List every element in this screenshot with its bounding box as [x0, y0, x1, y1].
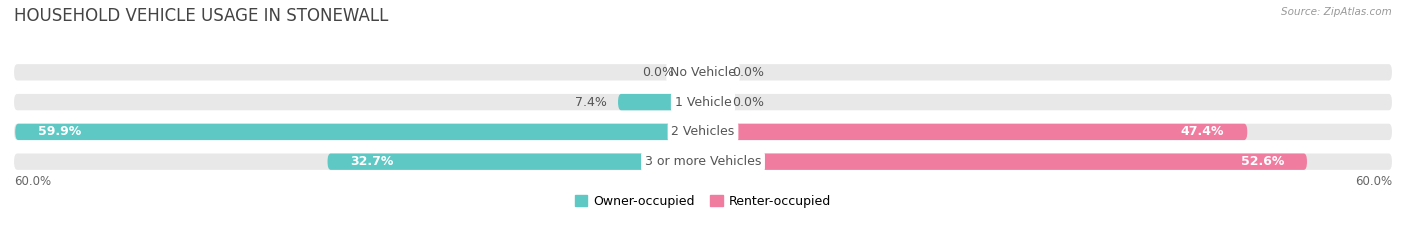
Text: 0.0%: 0.0%: [731, 96, 763, 109]
Text: No Vehicle: No Vehicle: [671, 66, 735, 79]
FancyBboxPatch shape: [328, 154, 703, 170]
Text: 60.0%: 60.0%: [1355, 175, 1392, 187]
FancyBboxPatch shape: [14, 94, 1392, 110]
Text: Source: ZipAtlas.com: Source: ZipAtlas.com: [1281, 7, 1392, 17]
Text: 52.6%: 52.6%: [1240, 155, 1284, 168]
Text: 1 Vehicle: 1 Vehicle: [675, 96, 731, 109]
FancyBboxPatch shape: [15, 124, 703, 140]
Legend: Owner-occupied, Renter-occupied: Owner-occupied, Renter-occupied: [569, 190, 837, 213]
Text: 2 Vehicles: 2 Vehicles: [672, 125, 734, 138]
Text: 0.0%: 0.0%: [731, 66, 763, 79]
Text: 0.0%: 0.0%: [643, 66, 675, 79]
Text: 3 or more Vehicles: 3 or more Vehicles: [645, 155, 761, 168]
FancyBboxPatch shape: [703, 94, 720, 110]
FancyBboxPatch shape: [703, 64, 720, 80]
Text: HOUSEHOLD VEHICLE USAGE IN STONEWALL: HOUSEHOLD VEHICLE USAGE IN STONEWALL: [14, 7, 388, 25]
FancyBboxPatch shape: [619, 94, 703, 110]
FancyBboxPatch shape: [14, 124, 1392, 140]
FancyBboxPatch shape: [14, 154, 1392, 170]
FancyBboxPatch shape: [686, 64, 703, 80]
FancyBboxPatch shape: [703, 124, 1247, 140]
Text: 59.9%: 59.9%: [38, 125, 82, 138]
FancyBboxPatch shape: [14, 64, 1392, 80]
FancyBboxPatch shape: [703, 154, 1308, 170]
Text: 47.4%: 47.4%: [1181, 125, 1225, 138]
Text: 60.0%: 60.0%: [14, 175, 51, 187]
Text: 7.4%: 7.4%: [575, 96, 606, 109]
Text: 32.7%: 32.7%: [350, 155, 394, 168]
